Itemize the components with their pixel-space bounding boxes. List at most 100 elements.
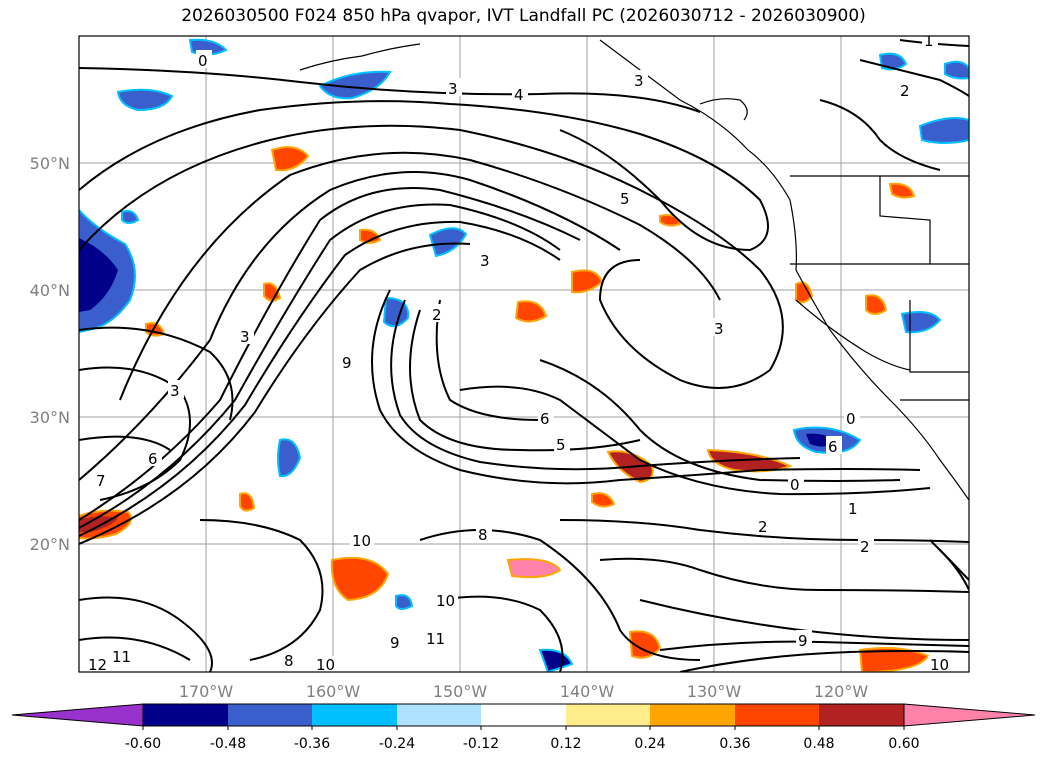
colorbar-tick-label: -0.60: [125, 736, 161, 752]
colorbar-tick-label: 0.36: [719, 736, 750, 752]
contour-label: 10: [316, 656, 335, 674]
colorbar-bin: [650, 704, 735, 726]
colorbar-bin: [566, 704, 650, 726]
contour-label: 1: [924, 32, 934, 50]
contour-label: 7: [96, 472, 106, 490]
patch-center-4: [514, 300, 548, 323]
patch-misc-6: [591, 492, 616, 508]
lat-tick-label: 40°N: [30, 281, 70, 300]
patch-coast-2: [865, 294, 888, 315]
contour-label: 11: [426, 630, 445, 648]
patch-misc-3: [239, 492, 256, 512]
contour-label: 3: [240, 328, 250, 346]
contour-label: 10: [930, 656, 949, 674]
contour-label: 2: [900, 82, 910, 100]
colorbar-tick-label: 0.60: [888, 736, 919, 752]
contour-label: 5: [556, 436, 566, 454]
colorbar-tick-label: -0.24: [379, 736, 415, 752]
contour-label: 3: [170, 382, 180, 400]
graticule: [79, 36, 969, 672]
map-title: 2026030500 F024 850 hPa qvapor, IVT Land…: [181, 6, 866, 26]
patch-west-core: [79, 238, 118, 312]
patch-ne-2: [878, 52, 908, 71]
lon-tick-label: 130°W: [687, 682, 742, 701]
lon-tick-label: 140°W: [560, 682, 615, 701]
colorbar-bin: [735, 704, 819, 726]
colorbar-tick-label: 0.24: [634, 736, 665, 752]
ivt-contours: [79, 39, 969, 672]
contour-label: 6: [148, 450, 158, 468]
negative-anomaly-patches: [79, 38, 969, 672]
lon-tick-label: 170°W: [179, 682, 234, 701]
contour-label: 5: [620, 190, 630, 208]
patch-alaska-2: [318, 70, 392, 100]
lat-tick-label: 20°N: [30, 535, 70, 554]
contour-label: 9: [798, 632, 808, 650]
contour-label: 3: [634, 72, 644, 90]
patch-ne-3: [944, 60, 969, 80]
map-frame: [78, 35, 970, 673]
contour-label: 10: [352, 532, 371, 550]
contour-labels: 0 3 4 3 1 2 5 3 2 3 3 6 5 0: [86, 32, 952, 674]
patch-south-2: [506, 558, 562, 579]
colorbar-bin: [819, 704, 904, 726]
colorbar-tick-label: -0.48: [210, 736, 246, 752]
contour-label: 10: [436, 592, 455, 610]
patch-south-4: [858, 647, 930, 672]
contour-label: 6: [828, 438, 838, 456]
lon-tick-label: 120°W: [814, 682, 869, 701]
patch-s-2: [121, 210, 140, 224]
patch-ne-4: [888, 182, 916, 199]
colorbar-tick-label: 0.12: [550, 736, 581, 752]
contour-label: 11: [112, 648, 131, 666]
colorbar-bin: [481, 704, 566, 726]
positive-anomaly-patches: [79, 146, 930, 672]
patch-sw: [538, 648, 574, 672]
contour-label: 3: [448, 80, 458, 98]
patch-n-1: [270, 146, 310, 172]
patch-south-1: [330, 556, 390, 602]
colorbar-low-extend: [11, 703, 144, 727]
contour-label: 2: [432, 306, 442, 324]
lat-tick-labels: 50°N 40°N 30°N 20°N: [30, 154, 70, 554]
contour-label: 6: [540, 410, 550, 428]
patch-coast: [900, 311, 942, 334]
patch-mid-1: [428, 227, 468, 258]
coastline: [299, 39, 969, 501]
contour-label: 8: [284, 652, 294, 670]
contour-label: 1: [848, 500, 858, 518]
lon-tick-label: 160°W: [306, 682, 361, 701]
patch-mid-3: [277, 438, 302, 478]
contour-label: 9: [342, 354, 352, 372]
contour-label: 12: [88, 656, 107, 674]
contour-label: 8: [478, 526, 488, 544]
colorbar-bin: [228, 704, 312, 726]
contour-label: 3: [714, 320, 724, 338]
patch-south-3: [628, 630, 662, 659]
colorbar-tick-label: -0.36: [294, 736, 330, 752]
contour-label: 2: [758, 518, 768, 536]
patch-ne-1: [918, 117, 969, 144]
contour-label: 3: [480, 252, 490, 270]
colorbar-high-extend: [903, 703, 1036, 727]
contour-label: 4: [514, 86, 524, 104]
patch-alaska-1: [116, 88, 174, 112]
colorbar-tick-label: -0.12: [463, 736, 499, 752]
contour-label: 0: [846, 410, 856, 428]
lat-tick-label: 50°N: [30, 154, 70, 173]
contour-label: 9: [390, 634, 400, 652]
contour-label: 2: [860, 538, 870, 556]
colorbar: -0.60 -0.48 -0.36 -0.24 -0.12 0.12 0.24 …: [11, 703, 1036, 752]
colorbar-bin: [143, 704, 228, 726]
lat-tick-label: 30°N: [30, 408, 70, 427]
colorbar-bin: [312, 704, 397, 726]
lon-tick-labels: 170°W 160°W 150°W 140°W 130°W 120°W: [179, 682, 869, 701]
map-panel: 0 3 4 3 1 2 5 3 2 3 3 6 5 0: [79, 32, 969, 674]
patch-misc-2: [359, 228, 382, 244]
colorbar-bin: [397, 704, 481, 726]
lon-tick-label: 150°W: [433, 682, 488, 701]
contour-label: 0: [790, 476, 800, 494]
patch-s-1: [395, 594, 414, 610]
contour-label: 0: [198, 52, 208, 70]
